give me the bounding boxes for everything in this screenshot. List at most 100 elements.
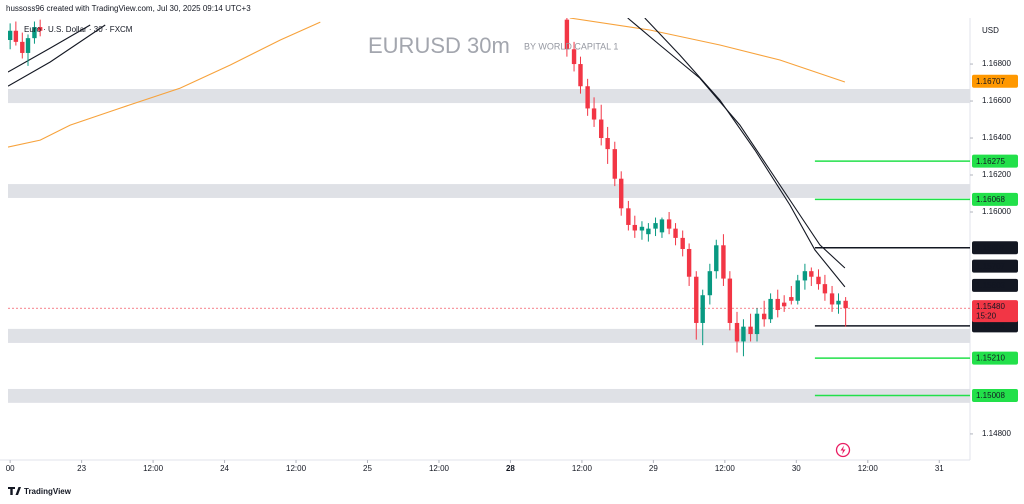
candle-body [843,300,848,309]
x-tick-label: 12:00 [286,464,307,473]
indicator-line [8,18,846,148]
header: hussoss96 created with TradingView.com, … [6,4,251,13]
x-tick-label: 12:00 [429,464,450,473]
indicator-line [8,18,846,269]
footer: TradingView [24,487,72,496]
price-label-box [972,154,1018,168]
chart-subtitle: BY WORLD CAPITAL 1 [524,41,618,51]
candle-body [626,208,631,225]
y-tick-label: 1.16000 [982,207,1011,216]
candle-body [632,224,638,231]
candle-body [605,138,610,150]
current-price-label: 1.15480 [976,302,1005,311]
candle-body [707,271,713,296]
x-tick-label: 12:00 [858,464,879,473]
price-label-box [972,192,1018,206]
zone [8,328,970,343]
candle-body [727,278,733,323]
candle-body [32,27,37,39]
candle-body [571,49,577,65]
candle-body [666,219,672,229]
candle-body [734,322,740,342]
candle-body [25,38,31,53]
candle-body [816,276,821,285]
candle-body [653,223,658,229]
current-price-box [972,300,1018,323]
price-label-box [972,74,1018,88]
price-label-box [972,388,1018,402]
y-tick-label: 1.16400 [982,133,1011,142]
x-tick-label: 12:00 [715,464,736,473]
price-label-box [972,241,1018,255]
zone [8,388,970,403]
price-label: 1.15384 [976,322,1005,331]
indicator-line [8,18,846,288]
candle-body [809,271,814,277]
x-tick-label: 24 [220,464,229,473]
symbol: Euro · U.S. Dollar · 30 · FXCM [24,25,133,34]
x-tick-label: 12:00 [572,464,593,473]
candle-body [836,300,841,305]
candle-body [802,271,808,281]
x-tick-label: 23 [77,464,86,473]
candle-body [578,64,583,87]
candle-body [741,326,746,342]
price-label: 1.15707 [976,262,1005,271]
x-tick-label: 29 [649,464,658,473]
price-label-box [972,259,1018,273]
price-label: 1.15807 [976,243,1005,252]
candle-body [768,298,773,320]
x-tick-label: 30 [792,464,801,473]
y-tick-label: 1.16800 [982,59,1011,68]
candle-body [585,86,590,109]
candle-body [714,245,719,272]
candle-body [700,295,705,323]
candle-body [591,108,597,120]
x-tick-label: 00 [6,464,15,473]
price-label: 1.16068 [976,195,1005,204]
candle-body [781,302,787,307]
candle-body [619,178,624,209]
candle-body [639,226,645,231]
alert-icon[interactable] [835,442,851,458]
candle-body [822,284,828,294]
y-tick-label: 1.16200 [982,170,1011,179]
candle-body [599,119,604,139]
price-label: 1.16707 [976,77,1005,86]
y-tick-label: 1.14800 [982,429,1011,438]
candle-body [680,237,685,249]
candle-body [748,326,753,335]
zone [8,89,970,104]
candle-body [612,149,617,179]
zone [8,184,970,198]
countdown: 15:20 [976,311,997,320]
y-tick-label: 1.16600 [982,96,1011,105]
candle-body [564,19,570,50]
candle-body [20,41,25,53]
candle-body [673,228,678,238]
price-label: 1.15210 [976,354,1005,363]
candle-body [721,245,726,279]
candle-body [8,30,13,41]
candle-body [775,298,780,311]
price-label-box [972,319,1018,333]
x-tick-label: 12:00 [143,464,164,473]
axes: 1.16800 1.16600 1.16400 1.16200 1.16000 1.148… [6,59,1018,473]
price-label: 1.16275 [976,157,1005,166]
price-label: 1.15603 [976,281,1005,290]
candle-body [789,297,794,301]
candle-body [761,313,767,320]
x-tick-label: 28 [506,464,515,473]
price-label-box [972,351,1018,365]
candle-body [795,280,800,301]
candle-body [646,228,651,235]
candle-body [13,30,19,42]
x-tick-label: 31 [935,464,944,473]
candle-body [694,276,699,323]
candle-body [659,219,665,233]
candle-body [686,248,692,277]
plot-area [8,18,970,403]
chart-title: EURUSD 30m [368,33,510,58]
